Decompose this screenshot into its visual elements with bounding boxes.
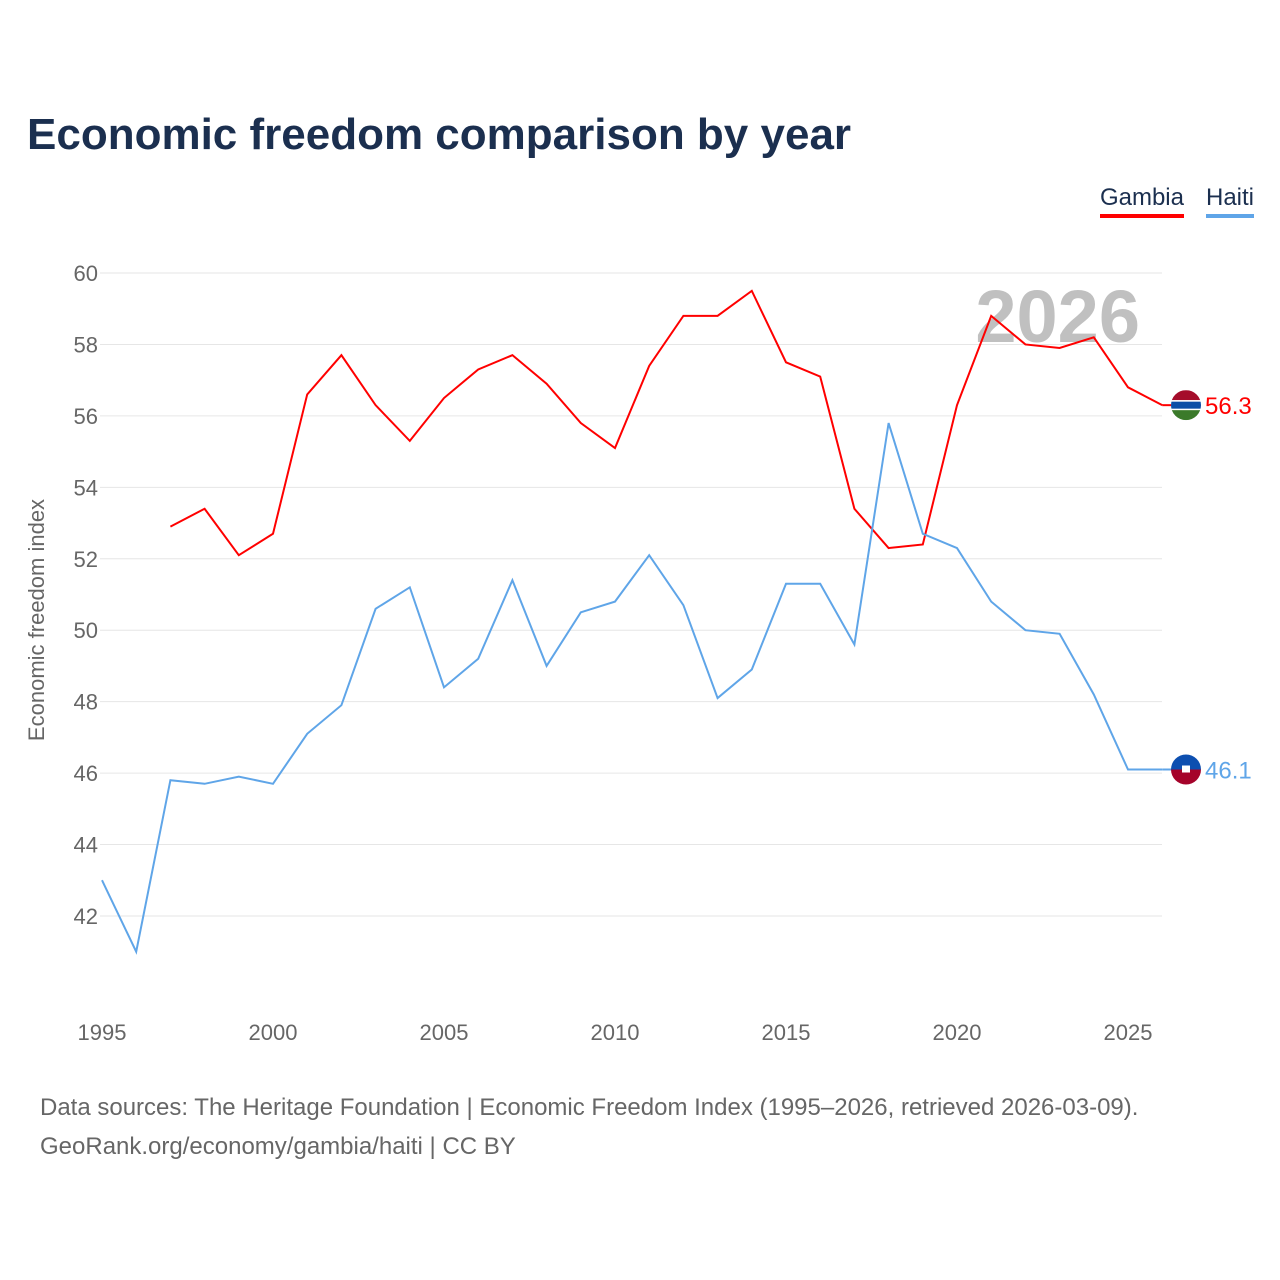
- y-tick-label: 48: [74, 690, 98, 715]
- x-tick-label: 2010: [591, 1020, 640, 1045]
- x-tick-label: 2020: [933, 1020, 982, 1045]
- footer-link: GeoRank.org/economy/gambia/haiti | CC BY: [40, 1133, 516, 1160]
- x-tick-label: 2005: [420, 1020, 469, 1045]
- chart-title: Economic freedom comparison by year: [27, 110, 852, 159]
- legend-gambia[interactable]: Gambia: [1099, 184, 1184, 218]
- haiti-flag-icon: [1171, 754, 1201, 785]
- series-line-gambia: [169, 289, 1163, 557]
- footer: Data sources: The Heritage Foundation | …: [40, 1088, 1138, 1166]
- series-line-haiti: [101, 422, 1163, 955]
- end-value-label: 56.3: [1205, 393, 1252, 420]
- footer-sources: Data sources: The Heritage Foundation | …: [40, 1094, 1139, 1121]
- y-tick-label: 60: [74, 261, 98, 286]
- x-tick-label: 2015: [762, 1020, 811, 1045]
- legend-haiti[interactable]: Haiti: [1205, 184, 1254, 218]
- y-tick-label: 56: [74, 404, 98, 429]
- y-tick-label: 52: [74, 547, 98, 572]
- y-tick-label: 42: [74, 904, 98, 929]
- year-watermark: 2026: [975, 275, 1140, 358]
- x-tick-label: 2000: [249, 1020, 298, 1045]
- gambia-flag-icon: [1171, 390, 1201, 421]
- y-tick-label: 54: [74, 475, 98, 500]
- y-axis-label: Economic freedom index: [24, 499, 49, 741]
- y-tick-label: 44: [74, 833, 98, 858]
- y-tick-label: 58: [74, 332, 98, 357]
- x-tick-label: 2025: [1104, 1020, 1153, 1045]
- legend: Gambia Haiti: [1099, 184, 1254, 218]
- y-tick-label: 50: [74, 618, 98, 643]
- y-tick-label: 46: [74, 761, 98, 786]
- end-value-label: 46.1: [1205, 758, 1252, 785]
- x-tick-label: 1995: [78, 1020, 127, 1045]
